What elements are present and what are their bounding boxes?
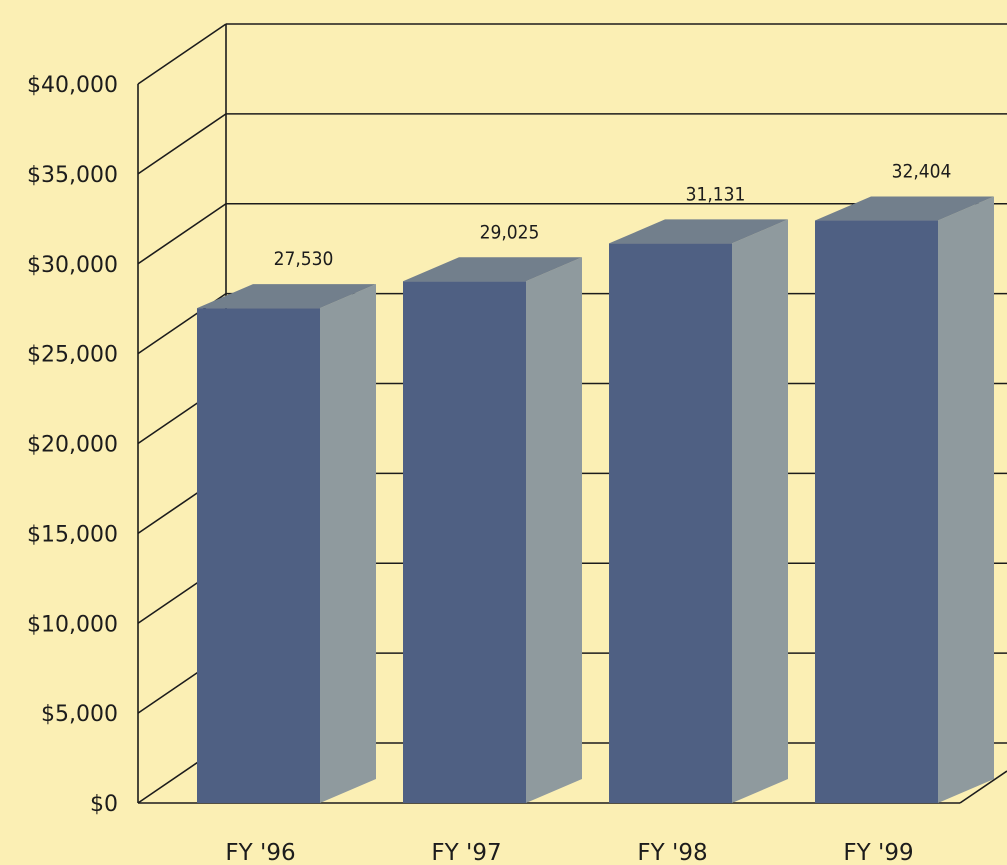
x-tick-label: FY '97	[431, 840, 501, 865]
data-label: 32,404	[892, 161, 952, 183]
y-tick-label: $0	[90, 792, 118, 817]
data-label: 31,131	[686, 183, 746, 205]
data-label: 29,025	[480, 221, 540, 243]
bar-1	[197, 308, 320, 803]
y-tick-label: $30,000	[27, 253, 118, 278]
bar-top-1	[197, 284, 376, 309]
bar-side-2	[526, 257, 582, 803]
y-tick-label: $40,000	[27, 73, 118, 98]
gridline-side-7	[137, 113, 227, 175]
y-tick-label: $25,000	[27, 343, 118, 368]
data-label: 27,530	[274, 248, 334, 270]
y-tick-label: $5,000	[41, 702, 118, 727]
y-tick-label: $20,000	[27, 433, 118, 458]
y-tick-label: $35,000	[27, 163, 118, 188]
y-tick-label: $10,000	[27, 612, 118, 637]
bar-top-4	[815, 196, 994, 221]
bar-side-1	[320, 284, 376, 803]
gridline-side-6	[137, 203, 227, 265]
bar-4	[815, 220, 938, 804]
bar-2	[403, 281, 526, 803]
floor-right-edge	[959, 770, 1007, 804]
bar-side-3	[732, 219, 788, 803]
x-tick-label: FY '96	[225, 840, 295, 865]
bar-3	[609, 243, 732, 803]
y-tick-label: $15,000	[27, 522, 118, 547]
bar-side-4	[938, 196, 994, 804]
x-tick-label: FY '98	[637, 840, 707, 865]
bar-top-3	[609, 219, 788, 244]
bar-top-2	[403, 257, 582, 282]
gridline-side-8	[137, 23, 227, 85]
x-tick-label: FY '99	[843, 840, 913, 865]
